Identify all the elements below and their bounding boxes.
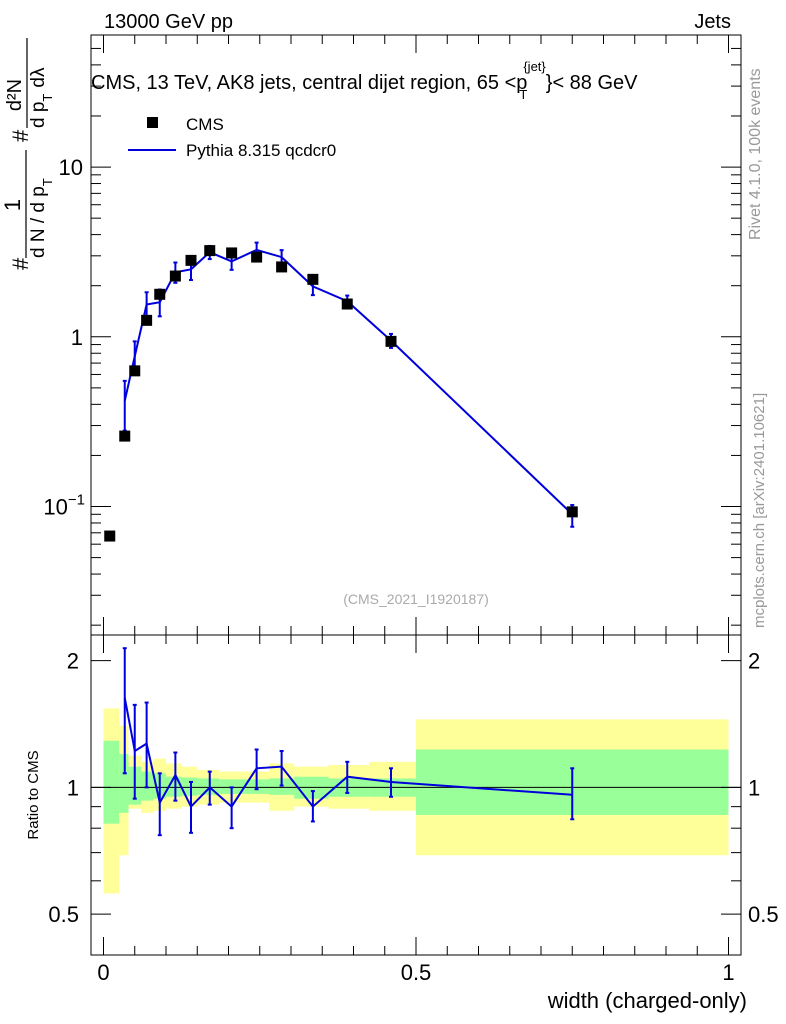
cms-point [566,506,578,518]
svg-text:#: # [8,257,33,270]
cms-point [276,261,288,273]
pythia-line [123,248,573,516]
header-jets: Jets [694,11,731,33]
cms-point [169,270,181,282]
ratio-ylabel: Ratio to CMS [25,750,42,839]
ratio-frame [90,634,742,956]
uncertainty-band-green [269,778,295,795]
cms-point [185,254,197,266]
analysis-watermark: (CMS_2021_I1920187) [343,591,489,607]
ratio-ytick-label-right: 1 [748,775,760,800]
ratio-ytick-label-right: 0.5 [748,902,779,927]
cms-point [129,365,141,377]
ratio-panel: 0.5 0.5 1 1 2 2 0 0.5 1 Ratio to CMS width (char… [25,634,779,1013]
main-ytick-label: 1 [71,325,83,350]
header-energy: 13000 GeV pp [104,11,233,33]
plot-title: CMS, 13 TeV, AK8 jets, central dijet reg… [91,59,638,102]
uncertainty-band-green [103,740,120,824]
svg-text:#: # [8,129,33,142]
legend-cms-label: CMS [186,115,224,134]
uncertainty-band-green [181,777,198,796]
main-ylabel: # 1 d N / d pT # d²N d pTdλ [0,38,55,270]
ratio-line [123,697,573,809]
x-axis-label: width (charged-only) [547,988,747,1013]
xtick-label: 0 [97,960,109,985]
cms-point [307,273,319,285]
ylabel-num1: 1 [0,199,25,211]
ratio-ytick-label-left: 0.5 [48,902,79,927]
ratio-ytick-label-right: 2 [748,649,760,674]
cms-point [385,335,397,347]
xtick-label: 1 [722,960,734,985]
cms-point [251,251,263,263]
ylabel-den1: d N / d pT [28,178,55,258]
cms-point [204,245,216,257]
uncertainty-band-green [119,754,129,813]
ratio-ytick-label-left: 1 [67,775,79,800]
cms-point [104,530,116,542]
ratio-ytick-label-left: 2 [67,649,79,674]
cms-point [226,247,238,259]
cms-point [141,314,153,326]
cms-point [119,430,131,442]
cms-point [154,288,166,300]
legend-pythia-label: Pythia 8.315 qcdcr0 [186,141,336,160]
main-ytick-label: 10−1 [43,492,85,520]
legend: CMS Pythia 8.315 qcdcr0 [128,115,336,160]
ylabel-den2: d pTdλ [28,67,55,128]
main-ytick-label: 10 [59,155,83,180]
xtick-label: 0.5 [401,960,432,985]
mcplots-source: mcplots.cern.ch [arXiv:2401.10621] [751,393,768,628]
main-panel: 10−1 1 10 CMS, 13 TeV, AK8 jets, central d… [0,34,742,636]
cms-point [341,298,353,310]
legend-cms-marker [147,117,158,128]
ylabel-num2: d²N [4,79,26,111]
rivet-version: Rivet 4.1.0, 100k events [747,68,764,240]
